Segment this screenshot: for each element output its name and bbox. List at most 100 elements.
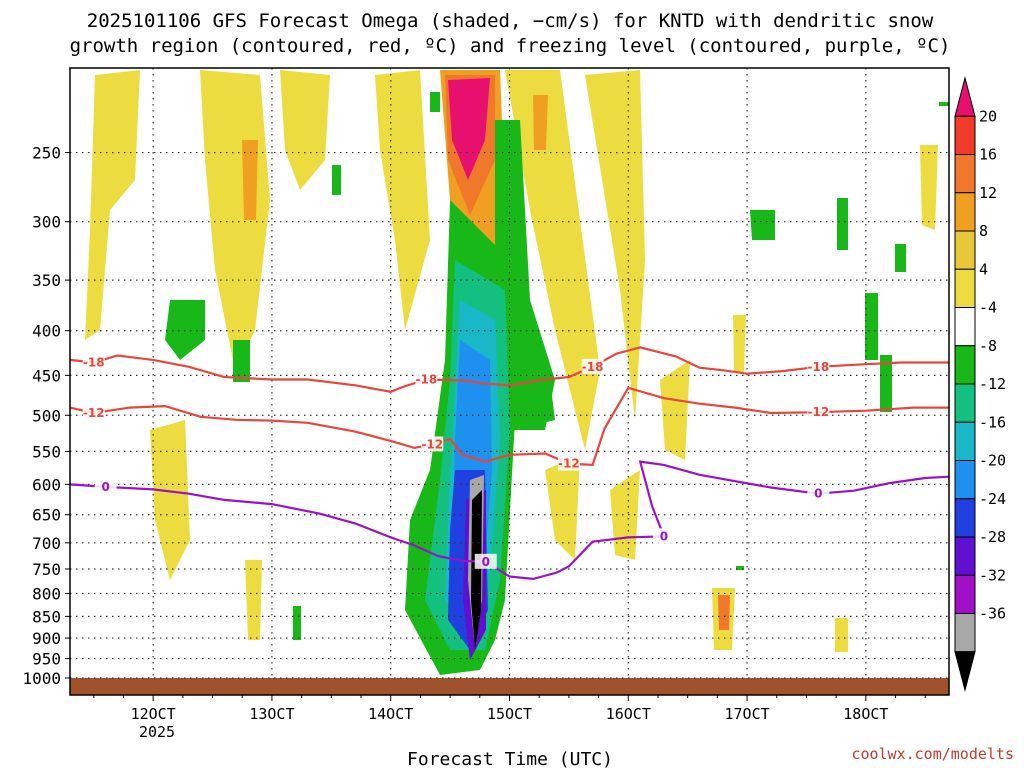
colorbar-label: -36 — [979, 605, 1006, 623]
x-tick-label: 15OCT — [487, 705, 532, 723]
y-tick-label: 250 — [32, 144, 61, 163]
y-tick-label: 850 — [32, 607, 61, 626]
gridlines — [70, 68, 949, 679]
colorbar-swatch — [954, 460, 976, 500]
colorbar-label: -8 — [979, 337, 997, 355]
omega-shade-negative — [510, 360, 555, 425]
y-tick-label: 900 — [32, 629, 61, 648]
omega-shade-negative — [233, 340, 250, 382]
omega-shade-positive — [733, 315, 746, 372]
colorbar-swatch — [954, 536, 976, 576]
colorbar-swatch — [954, 383, 976, 423]
colorbar-label: 20 — [979, 107, 997, 125]
omega-shade-positive — [505, 70, 600, 450]
omega-shade-positive — [585, 70, 645, 420]
colorbar-swatch — [954, 574, 976, 614]
contour-label-bg — [82, 405, 105, 421]
contour-dgz-bottom — [69, 386, 949, 467]
colorbar-swatch — [954, 230, 976, 270]
contour-label-freezing-level: 0 — [482, 555, 490, 569]
colorbar-label: 8 — [979, 222, 988, 240]
contour-label-freezing-level: 0 — [101, 480, 109, 494]
y-tick-label: 550 — [32, 442, 61, 461]
chart-title-line-1: 2025101106 GFS Forecast Omega (shaded, −… — [87, 10, 934, 32]
chart-title-line-2: growth region (contoured, red, ºC) and f… — [70, 35, 951, 57]
y-tick-label: 950 — [32, 650, 61, 669]
omega-shade-negative — [750, 210, 775, 240]
contour-label-freezing-level: 0 — [660, 529, 668, 543]
contour-label-freezing-level: 0 — [814, 487, 822, 501]
x-tick-label: 12OCT — [131, 705, 176, 723]
omega-shade-positive — [448, 78, 490, 180]
omega-shading — [85, 70, 949, 675]
contour-label-dgz-bottom: -12 — [83, 406, 105, 420]
colorbar-swatch — [954, 421, 976, 461]
contour-label-bg — [421, 436, 444, 452]
contour-label-bg — [94, 478, 117, 494]
omega-shade-negative — [165, 300, 205, 360]
y-tick-label: 400 — [32, 322, 61, 341]
colorbar-label: 16 — [979, 146, 997, 164]
x-tick-label: 13OCT — [249, 705, 294, 723]
colorbar-label: -12 — [979, 375, 1006, 393]
contour-label-bg — [557, 455, 580, 471]
colorbar-label: -24 — [979, 490, 1006, 508]
contour-label-bg — [474, 553, 497, 569]
plot-area: -18 -18 -18 -18 -12 -12 -12 -12 0 0 0 0 — [69, 67, 950, 696]
omega-shade-positive — [242, 140, 258, 220]
omega-shade-negative — [895, 244, 906, 272]
omega-shade-positive — [660, 360, 690, 460]
x-axis-year-label: 2025 — [139, 723, 175, 741]
y-tick-label: 650 — [32, 506, 61, 525]
contour-label-dgz-top: -18 — [83, 356, 105, 370]
contour-label-dgz-bottom: -12 — [807, 405, 829, 419]
colorbar-bottom-arrow — [954, 651, 976, 692]
contour-label-bg — [807, 404, 830, 420]
contour-label-dgz-top: -18 — [807, 360, 829, 374]
contour-label-bg — [652, 528, 675, 544]
x-axis: 12OCT 13OCT 14OCT 15OCT 16OCT 17OCT 18OCT — [93, 695, 926, 723]
contour-freezing-level — [69, 460, 950, 581]
omega-shade-positive — [545, 455, 580, 560]
colorbar-swatch — [954, 613, 976, 653]
y-tick-label: 800 — [32, 584, 61, 603]
colorbar-label: -20 — [979, 452, 1006, 470]
y-tick-label: 500 — [32, 406, 61, 425]
colorbar-swatch — [954, 115, 976, 155]
y-tick-label: 450 — [32, 366, 61, 385]
y-tick-label: 350 — [32, 271, 61, 290]
omega-shade-negative — [865, 293, 878, 360]
x-tick-label: 14OCT — [368, 705, 413, 723]
colorbar-top-arrow — [954, 76, 976, 117]
omega-shade-negative — [332, 165, 341, 195]
y-tick-label: 1000 — [22, 669, 61, 688]
colorbar-label: 4 — [979, 260, 988, 278]
y-axis: 250 300 350 400 450 500 550 600 650 700 750 800 850 9… — [22, 144, 70, 688]
omega-shade-positive — [920, 145, 938, 230]
colorbar-swatch — [954, 498, 976, 538]
contour-label-bg — [807, 485, 830, 501]
colorbar-swatch — [954, 307, 976, 347]
contour-label-dgz-bottom: -12 — [558, 457, 580, 471]
omega-shade-positive — [85, 70, 140, 340]
omega-shade-negative — [293, 606, 301, 640]
colorbar-label: 12 — [979, 184, 997, 202]
contour-label-bg — [415, 371, 438, 387]
omega-shade-negative — [939, 102, 949, 106]
ground-surface — [70, 678, 949, 695]
colorbar: 20 16 12 8 4 -4 -8 -12 -16 -20 -24 -28 -32 -36 — [954, 76, 1006, 692]
contour-label-dgz-top: -18 — [582, 360, 604, 374]
omega-shade-positive — [280, 70, 330, 190]
omega-shade-negative — [471, 490, 482, 650]
omega-shade-negative — [430, 92, 440, 112]
contour-lines: -18 -18 -18 -18 -12 -12 -12 -12 0 0 0 0 — [69, 346, 950, 581]
contour-label-dgz-bottom: -12 — [421, 437, 443, 451]
y-tick-label: 700 — [32, 534, 61, 553]
omega-shade-negative — [837, 198, 848, 250]
omega-shade-positive — [835, 618, 848, 652]
x-tick-label: 16OCT — [606, 705, 651, 723]
y-tick-label: 750 — [32, 560, 61, 579]
credit-text: coolwx.com/modelts — [851, 745, 1014, 763]
omega-shade-positive — [533, 95, 548, 150]
